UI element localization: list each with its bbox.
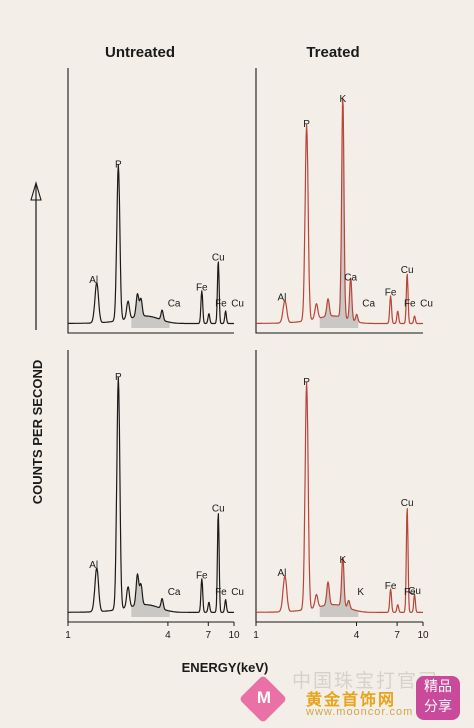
watermark-line1: 中国珠宝打官司: [292, 671, 440, 692]
x-tick-label: 1: [253, 630, 259, 641]
peak-label-ca: Ca: [344, 272, 357, 283]
watermark: M 中国珠宝打官司 黄金首饰网 www.mooncor.com 精品 分享: [238, 664, 474, 728]
spectrum-line: [255, 98, 424, 325]
peak-label-fe: Fe: [215, 587, 227, 598]
x-tick-label: 7: [394, 630, 400, 641]
peak-label-p: P: [115, 159, 122, 170]
peak-label-k: K: [339, 94, 346, 105]
peak-label-cu: Cu: [212, 252, 225, 263]
peak-label-cu: Cu: [401, 265, 414, 276]
watermark-badge-line2: 分享: [424, 698, 452, 714]
x-tick-label: 4: [165, 630, 171, 641]
peak-label-fe: Fe: [404, 298, 416, 309]
peak-label-fe: Fe: [196, 282, 208, 293]
peak-label-p: P: [303, 119, 310, 130]
peak-label-fe: Fe: [385, 287, 397, 298]
x-tick-label: 4: [354, 630, 360, 641]
peak-label-fe: Fe: [385, 581, 397, 592]
x-tick-label: 10: [417, 630, 429, 641]
x-tick-label: 10: [228, 630, 240, 641]
watermark-line3: www.mooncor.com: [306, 706, 414, 718]
panel-axes: [255, 68, 423, 334]
spectrum-panel-untreated-bottom: Al P Ca Fe Fe Cu Cu: [67, 350, 244, 623]
watermark-badge: 精品 分享: [416, 676, 460, 720]
spectrum-line: [67, 164, 235, 325]
peak-label-cu: Cu: [420, 298, 433, 309]
spectrum-line: [255, 381, 424, 613]
spectra-panels: AlPCaFeFeCuCuAlPKCaCaFeFeCuCuAlPCaFeFeCu…: [67, 68, 433, 623]
peak-label-cu: Cu: [231, 587, 244, 598]
peak-label-al: Al: [277, 568, 286, 579]
peak-label-al: Al: [89, 560, 98, 571]
peak-label-cu: Cu: [212, 503, 225, 514]
column-title-untreated: Untreated: [105, 44, 175, 61]
peak-label-p: P: [303, 377, 310, 388]
peak-label-cu: Cu: [408, 586, 421, 597]
watermark-logo-letter: M: [256, 688, 272, 707]
peak-label-p: P: [115, 372, 122, 383]
watermark-line2: 黄金首饰网: [306, 692, 397, 709]
spectrum-panel-treated-top: Al P K Ca Ca Fe Fe Cu Cu: [255, 68, 433, 334]
x-axis-title: ENERGY(keV): [182, 660, 269, 675]
x-tick-label: 7: [206, 630, 212, 641]
peak-label-fe: Fe: [404, 587, 416, 598]
continuum-shading: [319, 99, 359, 328]
spectrum-line: [67, 376, 235, 613]
y-axis-title: COUNTS PER SECOND: [30, 360, 45, 504]
watermark-badge-line1: 精品: [424, 678, 452, 694]
peak-label-ca: Ca: [362, 298, 375, 309]
peak-label-cu: Cu: [231, 298, 244, 309]
peak-label-al: Al: [89, 275, 98, 286]
peak-label-k: K: [339, 555, 346, 566]
panel-axes: [67, 68, 234, 334]
x-tick-label: 1: [65, 630, 71, 641]
y-axis-arrow: [30, 181, 42, 330]
peak-label-ca: Ca: [168, 298, 181, 309]
column-title-treated: Treated: [306, 44, 359, 61]
peak-label-ca: Ca: [168, 587, 181, 598]
spectrum-panel-untreated-top: Al P Ca Fe Fe Cu Cu: [67, 68, 244, 334]
panel-axes: [67, 350, 234, 623]
peak-label-cu: Cu: [401, 498, 414, 509]
peak-label-k: K: [357, 587, 364, 598]
continuum-shading: [319, 557, 359, 617]
peak-label-al: Al: [277, 292, 286, 303]
panel-axes: [255, 350, 423, 623]
peak-label-fe: Fe: [215, 298, 227, 309]
peak-label-fe: Fe: [196, 571, 208, 582]
x-axis-ticks: 1 4 7 10 1 4 7 10: [65, 622, 429, 641]
continuum-shading: [131, 293, 170, 328]
